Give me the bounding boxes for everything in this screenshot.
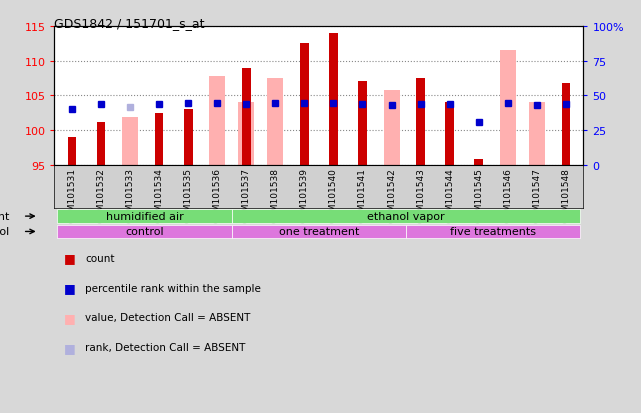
Text: GSM101548: GSM101548 [562,167,570,222]
Text: one treatment: one treatment [279,227,359,237]
Text: percentile rank within the sample: percentile rank within the sample [85,283,261,293]
Text: GSM101534: GSM101534 [154,167,163,222]
Bar [445,103,454,165]
Text: five treatments: five treatments [450,227,537,237]
Text: GSM101540: GSM101540 [329,167,338,222]
Text: GSM101533: GSM101533 [126,167,135,222]
Text: GSM101546: GSM101546 [503,167,512,222]
Bar [474,160,483,165]
Text: rank, Detection Call = ABSENT: rank, Detection Call = ABSENT [85,342,246,352]
Text: agent: agent [0,211,10,222]
Text: GDS1842 / 151701_s_at: GDS1842 / 151701_s_at [54,17,205,30]
Bar [562,84,570,165]
Bar [184,110,192,165]
Text: GSM101537: GSM101537 [242,167,251,222]
Text: value, Detection Call = ABSENT: value, Detection Call = ABSENT [85,313,251,323]
Text: ■: ■ [64,341,76,354]
Text: GSM101532: GSM101532 [97,167,106,222]
Bar [58,210,232,223]
Text: GSM101535: GSM101535 [183,167,193,222]
Text: GSM101531: GSM101531 [67,167,76,222]
Text: GSM101542: GSM101542 [387,167,396,222]
Bar [242,69,251,165]
Bar [97,122,105,165]
Bar [300,44,309,165]
Text: protocol: protocol [0,227,10,237]
Bar [232,210,580,223]
Text: ■: ■ [64,311,76,324]
Text: GSM101538: GSM101538 [271,167,280,222]
Bar [406,225,580,239]
Text: GSM101541: GSM101541 [358,167,367,222]
Bar [267,79,283,165]
Text: GSM101539: GSM101539 [300,167,309,222]
Bar [416,79,425,165]
Text: count: count [85,253,115,263]
Bar [358,82,367,165]
Bar [232,225,406,239]
Bar [329,34,338,165]
Text: GSM101547: GSM101547 [532,167,541,222]
Text: GSM101545: GSM101545 [474,167,483,222]
Bar [67,138,76,165]
Bar [500,51,516,165]
Bar [383,91,399,165]
Text: humidified air: humidified air [106,211,183,222]
Text: GSM101536: GSM101536 [213,167,222,222]
Bar [209,77,225,165]
Text: ■: ■ [64,252,76,265]
Bar [238,103,254,165]
Text: ethanol vapor: ethanol vapor [367,211,445,222]
Text: ■: ■ [64,281,76,294]
Bar [529,103,545,165]
Text: GSM101544: GSM101544 [445,167,454,222]
Bar [154,113,163,165]
Bar [122,118,138,165]
Text: GSM101543: GSM101543 [416,167,425,222]
Bar [58,225,232,239]
Text: control: control [125,227,164,237]
